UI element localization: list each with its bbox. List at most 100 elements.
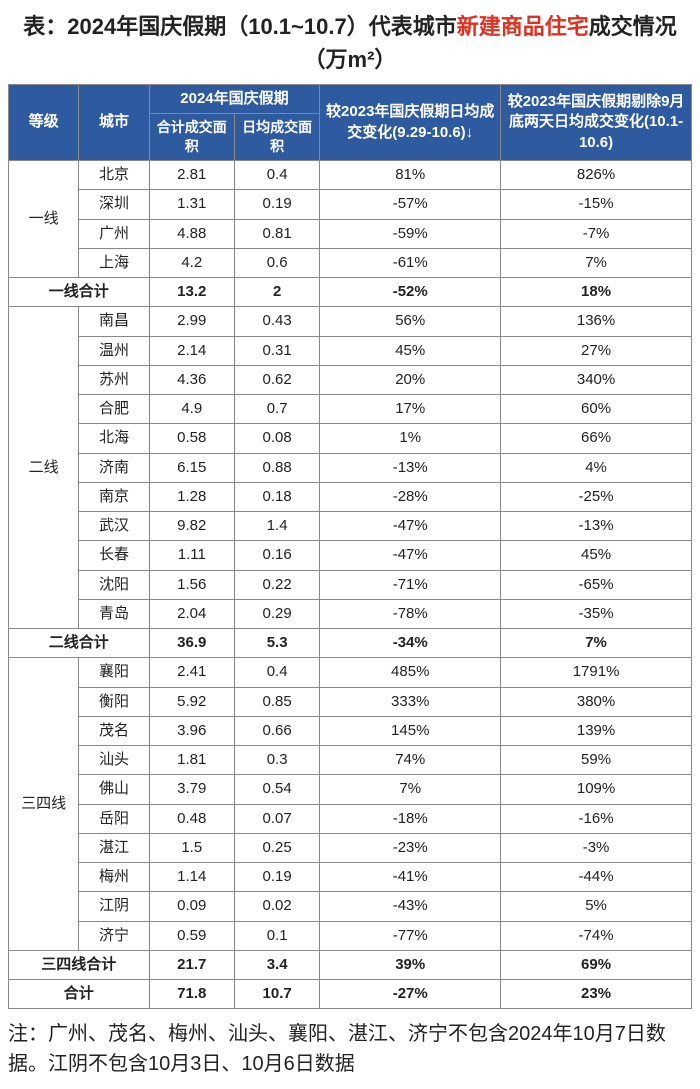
city-cell: 衡阳 <box>79 687 149 716</box>
daily-cell: 0.19 <box>234 190 319 219</box>
chg2-cell: -74% <box>501 921 692 950</box>
chg2-cell: 59% <box>501 746 692 775</box>
total-cell: 1.56 <box>149 570 234 599</box>
subtotal-total: 13.2 <box>149 278 234 307</box>
chg2-cell: 340% <box>501 365 692 394</box>
subtotal-label: 二线合计 <box>9 629 150 658</box>
daily-cell: 0.81 <box>234 219 319 248</box>
city-cell: 南京 <box>79 482 149 511</box>
subtotal-label: 一线合计 <box>9 278 150 307</box>
subtotal-row: 一线合计13.22-52%18% <box>9 278 692 307</box>
daily-cell: 0.07 <box>234 804 319 833</box>
chg2-cell: 66% <box>501 424 692 453</box>
daily-cell: 0.22 <box>234 570 319 599</box>
daily-cell: 0.02 <box>234 892 319 921</box>
table-row: 汕头1.810.374%59% <box>9 746 692 775</box>
chg1-cell: -77% <box>320 921 501 950</box>
table-row: 三四线襄阳2.410.4485%1791% <box>9 658 692 687</box>
subtotal-chg2: 69% <box>501 950 692 979</box>
subtotal-total: 36.9 <box>149 629 234 658</box>
grandtotal-total: 71.8 <box>149 980 234 1009</box>
city-cell: 汕头 <box>79 746 149 775</box>
chg1-cell: -23% <box>320 833 501 862</box>
chg1-cell: 45% <box>320 336 501 365</box>
total-cell: 2.99 <box>149 307 234 336</box>
daily-cell: 0.29 <box>234 599 319 628</box>
subtotal-chg2: 18% <box>501 278 692 307</box>
total-cell: 0.09 <box>149 892 234 921</box>
total-cell: 1.14 <box>149 863 234 892</box>
grandtotal-chg2: 23% <box>501 980 692 1009</box>
chg1-cell: 1% <box>320 424 501 453</box>
chg1-cell: 7% <box>320 775 501 804</box>
daily-cell: 0.7 <box>234 395 319 424</box>
title-prefix: 表：2024年国庆假期（10.1~10.7）代表城市 <box>23 14 456 39</box>
subtotal-chg1: -34% <box>320 629 501 658</box>
subtotal-chg2: 7% <box>501 629 692 658</box>
chg1-cell: -28% <box>320 482 501 511</box>
col-daily-area: 日均成交面积 <box>234 114 319 161</box>
total-cell: 9.82 <box>149 512 234 541</box>
city-cell: 武汉 <box>79 512 149 541</box>
city-cell: 上海 <box>79 248 149 277</box>
total-cell: 4.9 <box>149 395 234 424</box>
chg2-cell: -15% <box>501 190 692 219</box>
chg1-cell: 20% <box>320 365 501 394</box>
total-cell: 4.88 <box>149 219 234 248</box>
total-cell: 2.41 <box>149 658 234 687</box>
grandtotal-chg1: -27% <box>320 980 501 1009</box>
chg1-cell: -59% <box>320 219 501 248</box>
chg1-cell: -61% <box>320 248 501 277</box>
total-cell: 1.31 <box>149 190 234 219</box>
total-cell: 5.92 <box>149 687 234 716</box>
total-cell: 0.48 <box>149 804 234 833</box>
chg1-cell: -78% <box>320 599 501 628</box>
table-row: 温州2.140.3145%27% <box>9 336 692 365</box>
grandtotal-daily: 10.7 <box>234 980 319 1009</box>
chg2-cell: 826% <box>501 161 692 190</box>
chg2-cell: 4% <box>501 453 692 482</box>
chg1-cell: 145% <box>320 716 501 745</box>
chg1-cell: 333% <box>320 687 501 716</box>
daily-cell: 0.43 <box>234 307 319 336</box>
city-cell: 襄阳 <box>79 658 149 687</box>
table-row: 上海4.20.6-61%7% <box>9 248 692 277</box>
chg1-cell: -47% <box>320 512 501 541</box>
table-row: 长春1.110.16-47%45% <box>9 541 692 570</box>
city-cell: 温州 <box>79 336 149 365</box>
chg1-cell: -13% <box>320 453 501 482</box>
tier-cell: 三四线 <box>9 658 79 951</box>
col-vs2023-excl: 较2023年国庆假期剔除9月底两天日均成交变化(10.1-10.6) <box>501 85 692 161</box>
chg2-cell: 1791% <box>501 658 692 687</box>
daily-cell: 0.16 <box>234 541 319 570</box>
total-cell: 2.81 <box>149 161 234 190</box>
subtotal-chg1: -52% <box>320 278 501 307</box>
total-cell: 0.58 <box>149 424 234 453</box>
table-row: 济南6.150.88-13%4% <box>9 453 692 482</box>
chg1-cell: -18% <box>320 804 501 833</box>
chg2-cell: 5% <box>501 892 692 921</box>
table-row: 济宁0.590.1-77%-74% <box>9 921 692 950</box>
daily-cell: 0.62 <box>234 365 319 394</box>
chg1-cell: 81% <box>320 161 501 190</box>
daily-cell: 0.19 <box>234 863 319 892</box>
city-cell: 沈阳 <box>79 570 149 599</box>
chg2-cell: -65% <box>501 570 692 599</box>
chg1-cell: 17% <box>320 395 501 424</box>
daily-cell: 0.31 <box>234 336 319 365</box>
table-row: 茂名3.960.66145%139% <box>9 716 692 745</box>
housing-table: 等级 城市 2024年国庆假期 较2023年国庆假期日均成交变化(9.29-10… <box>8 84 692 1009</box>
total-cell: 1.28 <box>149 482 234 511</box>
col-level: 等级 <box>9 85 79 161</box>
city-cell: 广州 <box>79 219 149 248</box>
total-cell: 4.36 <box>149 365 234 394</box>
chg1-cell: -71% <box>320 570 501 599</box>
table-row: 湛江1.50.25-23%-3% <box>9 833 692 862</box>
total-cell: 1.11 <box>149 541 234 570</box>
chg1-cell: -47% <box>320 541 501 570</box>
table-row: 梅州1.140.19-41%-44% <box>9 863 692 892</box>
daily-cell: 0.88 <box>234 453 319 482</box>
city-cell: 湛江 <box>79 833 149 862</box>
table-row: 佛山3.790.547%109% <box>9 775 692 804</box>
chg2-cell: 109% <box>501 775 692 804</box>
